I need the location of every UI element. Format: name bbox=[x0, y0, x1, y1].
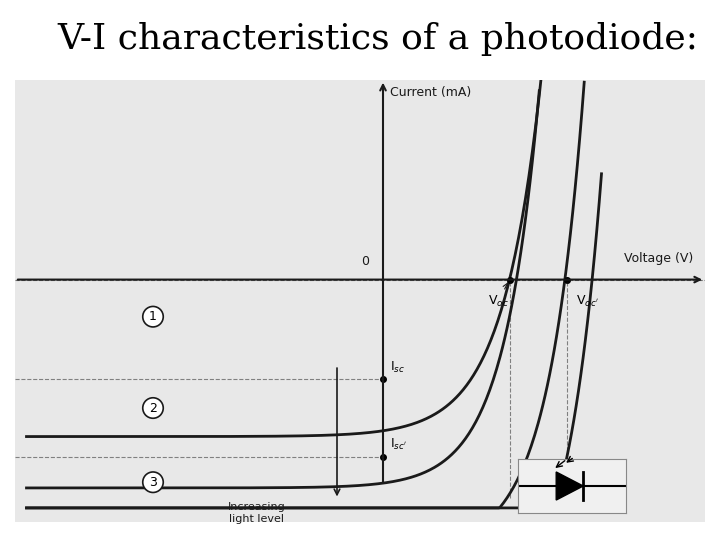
Text: V$_{oc}$: V$_{oc}$ bbox=[487, 283, 508, 309]
Text: Voltage (V): Voltage (V) bbox=[624, 252, 693, 265]
Text: Increasing
light level: Increasing light level bbox=[228, 502, 285, 524]
Text: Current (mA): Current (mA) bbox=[390, 85, 471, 98]
Text: 2: 2 bbox=[149, 402, 157, 415]
Text: V-I characteristics of a photodiode:: V-I characteristics of a photodiode: bbox=[58, 22, 698, 56]
Polygon shape bbox=[556, 472, 583, 500]
Text: 3: 3 bbox=[149, 476, 157, 489]
Text: 0: 0 bbox=[361, 255, 369, 268]
Text: V$_{oc'}$: V$_{oc'}$ bbox=[576, 294, 599, 309]
Text: I$_{sc'}$: I$_{sc'}$ bbox=[390, 437, 407, 452]
Text: I$_{sc}$: I$_{sc}$ bbox=[390, 360, 405, 375]
Text: 1: 1 bbox=[149, 310, 157, 323]
